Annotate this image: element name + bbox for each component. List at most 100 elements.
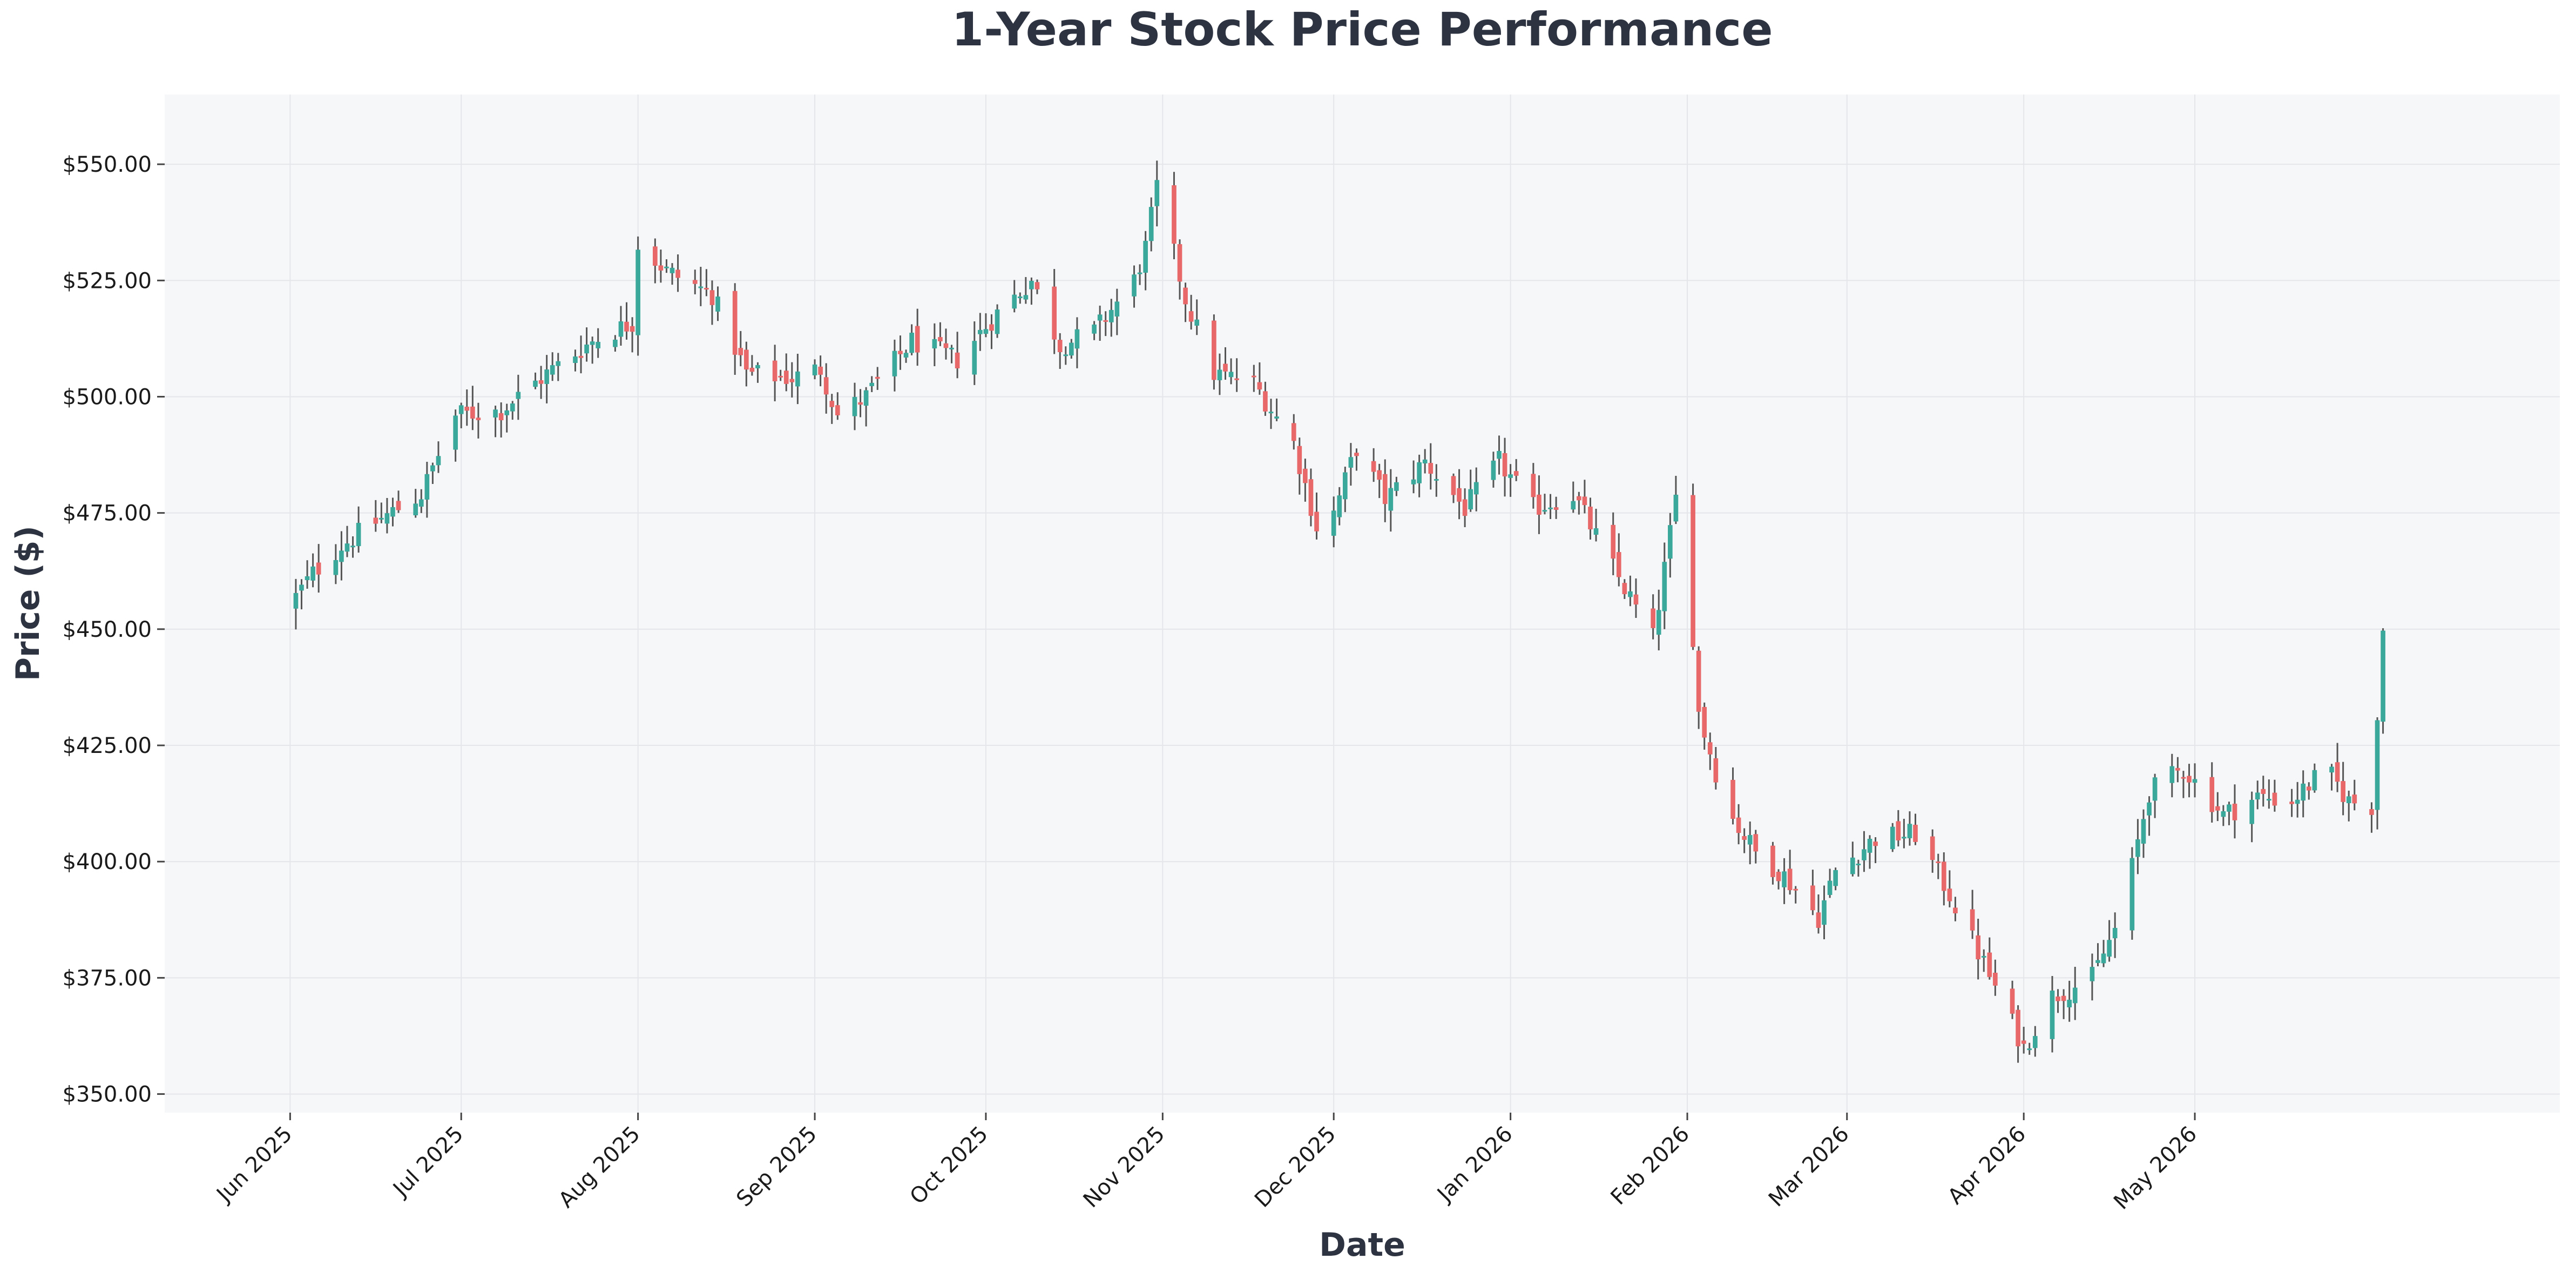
candle-up bbox=[2192, 779, 2198, 783]
candle-up bbox=[1194, 319, 1200, 326]
candle-up bbox=[430, 465, 435, 472]
candle-up bbox=[1856, 863, 1861, 865]
candle-down bbox=[1177, 244, 1182, 282]
candle-up bbox=[2169, 766, 2175, 783]
candle-up bbox=[2301, 783, 2306, 801]
candle-up bbox=[533, 380, 538, 387]
candle-down bbox=[732, 291, 738, 355]
candle-down bbox=[1377, 470, 1382, 480]
candle-down bbox=[835, 405, 840, 415]
candle-down bbox=[2187, 776, 2192, 783]
candle-down bbox=[1582, 496, 1587, 506]
candle-down bbox=[1651, 608, 1655, 628]
candle-down bbox=[1553, 507, 1559, 510]
candle-down bbox=[1257, 382, 1262, 390]
candle-up bbox=[458, 405, 464, 414]
candle-down bbox=[2215, 806, 2220, 811]
candle-up bbox=[1497, 450, 1502, 459]
candle-up bbox=[493, 409, 498, 418]
candle-up bbox=[903, 353, 909, 358]
candle-down bbox=[938, 337, 943, 341]
candle-up bbox=[983, 329, 989, 334]
candle-up bbox=[2112, 927, 2118, 939]
candle-down bbox=[578, 355, 584, 358]
candle-up bbox=[596, 341, 601, 348]
candle-up bbox=[1508, 474, 1513, 478]
candle-down bbox=[1057, 340, 1063, 352]
candle-up bbox=[2221, 811, 2226, 817]
candle-up bbox=[1337, 495, 1342, 517]
candle-up bbox=[863, 390, 869, 406]
candle-up bbox=[436, 456, 441, 466]
candle-up bbox=[995, 309, 1000, 334]
candle-up bbox=[1542, 510, 1547, 512]
candle-up bbox=[1097, 314, 1103, 321]
x-axis-label: Date bbox=[1319, 1226, 1405, 1264]
candle-up bbox=[1092, 324, 1097, 334]
candle-down bbox=[955, 352, 960, 368]
candle-down bbox=[1052, 286, 1057, 340]
candle-up bbox=[2027, 1048, 2032, 1051]
candle-up bbox=[299, 584, 304, 591]
candle-down bbox=[2352, 795, 2357, 804]
candle-down bbox=[858, 402, 863, 405]
candle-up bbox=[1981, 955, 1986, 958]
candle-down bbox=[1588, 507, 1593, 530]
candle-down bbox=[1212, 320, 1216, 380]
candle-down bbox=[1873, 842, 1878, 846]
candle-down bbox=[1930, 836, 1935, 860]
candle-up bbox=[972, 341, 977, 375]
candle-up bbox=[664, 266, 669, 268]
candle-up bbox=[1274, 416, 1279, 419]
candle-up bbox=[1217, 369, 1222, 380]
candle-up bbox=[350, 546, 355, 548]
candle-up bbox=[1411, 479, 1416, 484]
candle-down bbox=[1291, 423, 1296, 441]
candle-up bbox=[1029, 280, 1034, 290]
candle-down bbox=[1457, 488, 1462, 502]
candle-up bbox=[356, 523, 361, 547]
candle-down bbox=[2232, 803, 2237, 820]
candle-up bbox=[1017, 296, 1023, 298]
candle-up bbox=[1388, 488, 1394, 511]
candle-up bbox=[1656, 610, 1661, 635]
candle-up bbox=[2095, 960, 2100, 963]
candle-up bbox=[573, 356, 578, 363]
candle-up bbox=[1394, 482, 1399, 491]
candle-up bbox=[1154, 180, 1160, 206]
candle-down bbox=[1810, 885, 1815, 911]
candle-down bbox=[1263, 391, 1268, 412]
candle-down bbox=[1354, 453, 1359, 456]
candle-down bbox=[1713, 758, 1719, 783]
candle-down bbox=[373, 517, 378, 524]
candle-up bbox=[892, 351, 897, 376]
candle-down bbox=[1371, 461, 1376, 472]
candle-down bbox=[818, 366, 823, 375]
candle-down bbox=[1577, 496, 1581, 501]
candle-up bbox=[2032, 1036, 2038, 1048]
candle-down bbox=[2056, 997, 2060, 1001]
candle-up bbox=[1593, 528, 1599, 535]
candle-down bbox=[1776, 872, 1781, 881]
candle-down bbox=[778, 375, 783, 378]
candle-down bbox=[2306, 786, 2311, 791]
candle-down bbox=[1696, 650, 1701, 712]
plot-area bbox=[165, 95, 2560, 1113]
candle-down bbox=[709, 290, 715, 305]
candle-up bbox=[310, 566, 315, 581]
candle-up bbox=[2329, 766, 2334, 773]
candle-down bbox=[743, 349, 749, 370]
candle-down bbox=[1936, 861, 1941, 863]
candle-down bbox=[823, 377, 829, 395]
candle-up bbox=[333, 560, 339, 575]
candle-up bbox=[2346, 796, 2351, 804]
candle-up bbox=[544, 369, 549, 384]
candle-up bbox=[1137, 272, 1142, 274]
candle-down bbox=[1462, 499, 1468, 516]
candle-up bbox=[339, 550, 344, 562]
candle-down bbox=[2175, 768, 2180, 771]
candle-up bbox=[510, 403, 515, 412]
candle-down bbox=[675, 270, 680, 278]
y-tick-label: $375.00 bbox=[63, 966, 152, 991]
candle-down bbox=[749, 367, 755, 372]
